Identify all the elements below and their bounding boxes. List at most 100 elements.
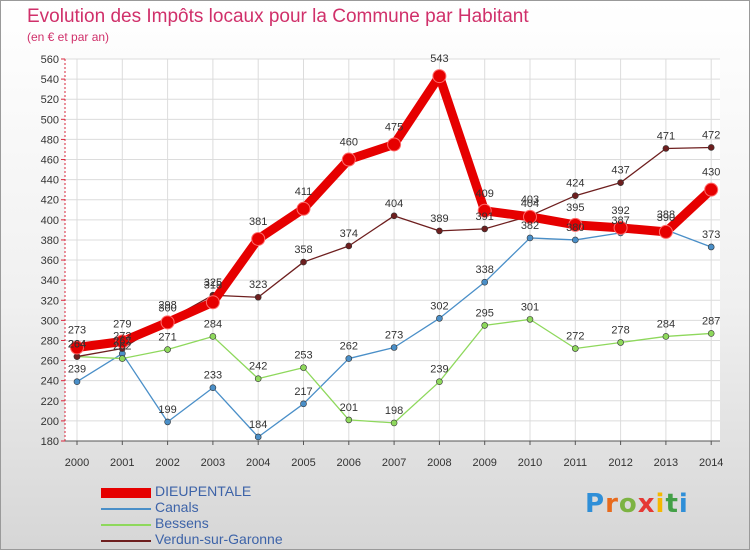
data-label-verdun-sur-garonne: 323: [249, 279, 267, 291]
x-tick-label: 2013: [654, 457, 678, 469]
proxiti-logo: Proxiti: [585, 489, 689, 519]
data-point-bessens: [526, 316, 534, 323]
data-label-dieupentale: 273: [68, 325, 86, 337]
y-tick-label: 300: [41, 315, 59, 327]
y-tick-label: 220: [41, 396, 59, 408]
y-tick-label: 520: [41, 94, 59, 106]
legend-item-bessens: Bessens: [101, 515, 341, 533]
legend-swatch-verdun-sur-garonne: [101, 539, 151, 543]
data-label-verdun-sur-garonne: 300: [158, 302, 176, 314]
data-label-verdun-sur-garonne: 404: [521, 198, 539, 210]
x-tick-label: 2008: [427, 457, 451, 469]
data-label-canals: 387: [611, 215, 629, 227]
data-label-bessens: 262: [113, 341, 131, 353]
logo-letter: x: [637, 489, 656, 519]
data-label-canals: 267: [113, 336, 131, 348]
data-label-bessens: 301: [521, 301, 539, 313]
data-label-verdun-sur-garonne: 325: [204, 277, 222, 289]
data-label-bessens: 284: [657, 318, 675, 330]
data-point-bessens: [617, 339, 624, 346]
data-label-bessens: 278: [611, 324, 629, 336]
data-label-verdun-sur-garonne: 264: [68, 339, 86, 351]
data-point-canals: [571, 236, 579, 244]
y-tick-label: 200: [41, 416, 59, 428]
data-label-dieupentale: 409: [476, 188, 494, 200]
data-point-verdun-sur-garonne: [707, 144, 715, 151]
data-point-canals: [164, 418, 171, 426]
data-label-bessens: 272: [566, 331, 584, 343]
data-point-bessens: [119, 355, 126, 362]
x-tick-label: 2003: [201, 457, 225, 469]
data-label-bessens: 295: [476, 307, 494, 319]
data-point-bessens: [481, 322, 489, 329]
data-point-dieupentale: [70, 340, 84, 355]
data-point-verdun-sur-garonne: [300, 258, 307, 266]
x-tick-label: 2000: [65, 457, 89, 469]
y-tick-label: 340: [41, 275, 59, 287]
x-tick-label: 2012: [608, 457, 632, 469]
chart-title: Evolution des Impôts locaux pour la Comm…: [27, 6, 529, 27]
x-tick-label: 2002: [155, 457, 179, 469]
data-point-dieupentale: [205, 295, 220, 310]
data-point-canals: [436, 315, 443, 322]
data-point-bessens: [164, 346, 171, 353]
data-label-bessens: 271: [158, 332, 176, 344]
x-tick-label: 2010: [518, 457, 542, 469]
y-tick-label: 180: [41, 436, 59, 448]
data-label-bessens: 287: [702, 315, 720, 327]
data-label-canals: 239: [68, 364, 86, 376]
x-tick-label: 2005: [291, 457, 315, 469]
data-label-bessens: 201: [340, 402, 358, 414]
data-label-dieupentale: 318: [204, 279, 222, 291]
data-point-dieupentale: [387, 137, 402, 152]
logo-letter: P: [585, 489, 606, 519]
data-label-verdun-sur-garonne: 374: [340, 228, 358, 240]
y-tick-label: 500: [41, 114, 59, 126]
legend-swatch-bessens: [101, 523, 151, 527]
data-label-canals: 382: [521, 220, 539, 232]
plot-area: [65, 59, 720, 441]
legend-item-verdun-sur-garonne: Verdun-sur-Garonne: [101, 531, 341, 549]
data-point-dieupentale: [568, 217, 583, 232]
data-point-bessens: [300, 364, 307, 371]
data-point-dieupentale: [704, 182, 719, 197]
data-label-verdun-sur-garonne: 391: [476, 211, 494, 223]
data-label-canals: 273: [385, 330, 403, 342]
logo-letter: r: [605, 489, 619, 519]
data-point-bessens: [571, 345, 579, 352]
data-point-bessens: [209, 333, 217, 340]
data-label-dieupentale: 279: [113, 318, 131, 330]
y-tick-label: 420: [41, 195, 59, 207]
data-label-bessens: 264: [68, 339, 86, 351]
data-point-canals: [526, 234, 534, 242]
data-point-bessens: [662, 333, 670, 340]
data-point-canals: [390, 344, 398, 351]
data-point-canals: [300, 400, 307, 408]
data-point-canals: [707, 243, 715, 251]
data-label-canals: 380: [566, 222, 584, 234]
data-label-canals: 338: [476, 264, 494, 276]
data-label-bessens: 284: [204, 318, 222, 330]
data-label-verdun-sur-garonne: 471: [657, 130, 675, 142]
logo-letter: t: [665, 489, 679, 519]
y-tick-label: 400: [41, 215, 59, 227]
data-point-verdun-sur-garonne: [571, 192, 579, 200]
y-tick-label: 360: [41, 255, 59, 267]
data-point-verdun-sur-garonne: [662, 145, 670, 152]
data-label-verdun-sur-garonne: 424: [566, 178, 584, 190]
data-label-canals: 302: [430, 300, 448, 312]
logo-letter: i: [678, 489, 689, 519]
data-point-bessens: [390, 419, 398, 427]
legend-item-dieupentale: DIEUPENTALE: [101, 483, 341, 501]
data-label-bessens: 253: [294, 350, 312, 362]
data-point-canals: [481, 278, 489, 286]
data-point-dieupentale: [523, 209, 537, 224]
data-point-verdun-sur-garonne: [436, 227, 443, 235]
data-label-canals: 184: [249, 419, 267, 431]
legend-swatch-canals: [101, 507, 151, 511]
data-point-canals: [73, 378, 81, 385]
data-point-verdun-sur-garonne: [390, 212, 398, 220]
data-label-dieupentale: 392: [611, 205, 629, 217]
data-label-dieupentale: 411: [295, 186, 313, 198]
data-point-dieupentale: [613, 220, 628, 235]
